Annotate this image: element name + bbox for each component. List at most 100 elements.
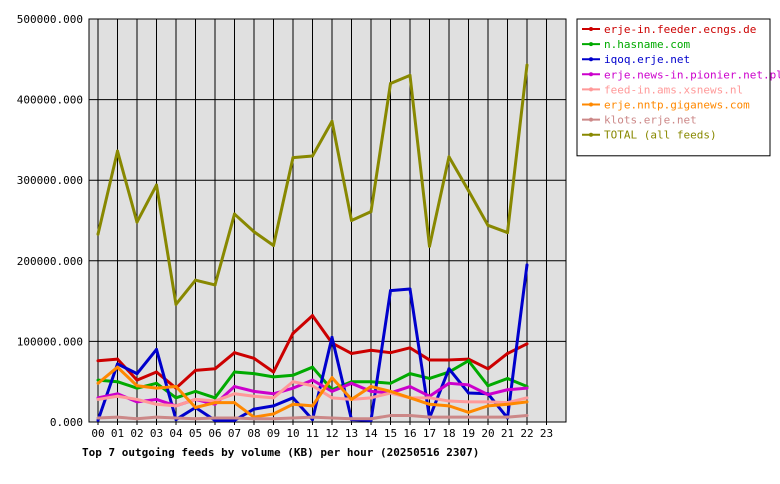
data-point: [292, 416, 295, 419]
x-tick-label: 01: [111, 427, 124, 440]
data-point: [233, 385, 236, 388]
legend-label: iqoq.erje.net: [604, 53, 690, 66]
data-point: [194, 279, 197, 282]
data-point: [116, 362, 119, 365]
data-point: [506, 377, 509, 380]
data-point: [155, 387, 158, 390]
data-point: [272, 392, 275, 395]
data-point: [311, 379, 314, 382]
data-point: [116, 395, 119, 398]
data-point: [487, 393, 490, 396]
x-tick-label: 12: [325, 427, 338, 440]
data-point: [253, 390, 256, 393]
data-point: [370, 417, 373, 420]
data-point: [214, 396, 217, 399]
data-point: [467, 359, 470, 362]
data-point: [526, 396, 529, 399]
chart-title: Top 7 outgoing feeds by volume (KB) per …: [82, 446, 479, 459]
data-point: [467, 411, 470, 414]
legend-marker: [589, 72, 593, 76]
legend-label: n.hasname.com: [604, 38, 690, 51]
data-point: [136, 379, 139, 382]
data-point: [272, 375, 275, 378]
x-tick-label: 04: [169, 427, 183, 440]
data-point: [526, 63, 529, 66]
data-point: [448, 155, 451, 158]
data-point: [292, 403, 295, 406]
x-tick-label: 23: [540, 427, 553, 440]
data-point: [233, 351, 236, 354]
data-point: [175, 404, 178, 407]
data-point: [194, 398, 197, 401]
y-tick-label: 500000.000: [17, 13, 83, 26]
data-point: [389, 82, 392, 85]
x-tick-label: 10: [286, 427, 299, 440]
data-point: [272, 412, 275, 415]
data-point: [253, 417, 256, 420]
data-point: [428, 403, 431, 406]
data-point: [389, 414, 392, 417]
legend-label: TOTAL (all feeds): [604, 129, 717, 142]
legend-marker: [589, 133, 593, 137]
data-point: [467, 400, 470, 403]
x-tick-label: 17: [423, 427, 436, 440]
data-point: [467, 189, 470, 192]
data-point: [116, 150, 119, 153]
data-point: [448, 400, 451, 403]
data-point: [214, 367, 217, 370]
data-point: [214, 416, 217, 419]
data-point: [194, 369, 197, 372]
legend-marker: [589, 87, 593, 91]
data-point: [506, 231, 509, 234]
data-point: [350, 382, 353, 385]
data-point: [311, 155, 314, 158]
data-point: [116, 358, 119, 361]
x-tick-label: 19: [462, 427, 475, 440]
y-tick-label: 100000.000: [17, 335, 83, 348]
data-point: [467, 416, 470, 419]
data-point: [311, 416, 314, 419]
x-tick-label: 20: [481, 427, 494, 440]
data-point: [428, 416, 431, 419]
data-point: [526, 400, 529, 403]
data-point: [194, 406, 197, 409]
legend-marker: [589, 27, 593, 31]
data-point: [292, 387, 295, 390]
legend-item: erje.news-in.pionier.net.pl: [582, 68, 780, 81]
data-point: [97, 398, 100, 401]
legend: erje-in.feeder.ecngs.de n.hasname.com iqoq…: [577, 19, 780, 156]
data-point: [350, 352, 353, 355]
data-point: [272, 417, 275, 420]
x-tick-label: 03: [150, 427, 163, 440]
data-point: [370, 390, 373, 393]
data-point: [331, 120, 334, 123]
legend-item: erje-in.feeder.ecngs.de: [582, 23, 756, 36]
data-point: [448, 404, 451, 407]
data-point: [233, 371, 236, 374]
x-tick-label: 09: [267, 427, 280, 440]
data-point: [526, 387, 529, 390]
data-point: [253, 230, 256, 233]
y-tick-label: 300000.000: [17, 174, 83, 187]
data-point: [526, 342, 529, 345]
data-point: [155, 184, 158, 187]
data-point: [331, 376, 334, 379]
y-tick-label: 400000.000: [17, 94, 83, 107]
data-point: [233, 416, 236, 419]
data-point: [155, 348, 158, 351]
data-point: [292, 332, 295, 335]
legend-label: erje.news-in.pionier.net.pl: [604, 68, 780, 81]
data-point: [253, 408, 256, 411]
data-point: [389, 289, 392, 292]
data-point: [175, 303, 178, 306]
data-point: [292, 396, 295, 399]
data-point: [350, 219, 353, 222]
data-point: [389, 390, 392, 393]
data-point: [136, 384, 139, 387]
x-tick-label: 00: [91, 427, 104, 440]
legend-marker: [589, 42, 593, 46]
data-point: [428, 245, 431, 248]
data-point: [292, 156, 295, 159]
legend-item: erje.nntp.giganews.com: [582, 99, 750, 112]
legend-marker: [589, 103, 593, 107]
